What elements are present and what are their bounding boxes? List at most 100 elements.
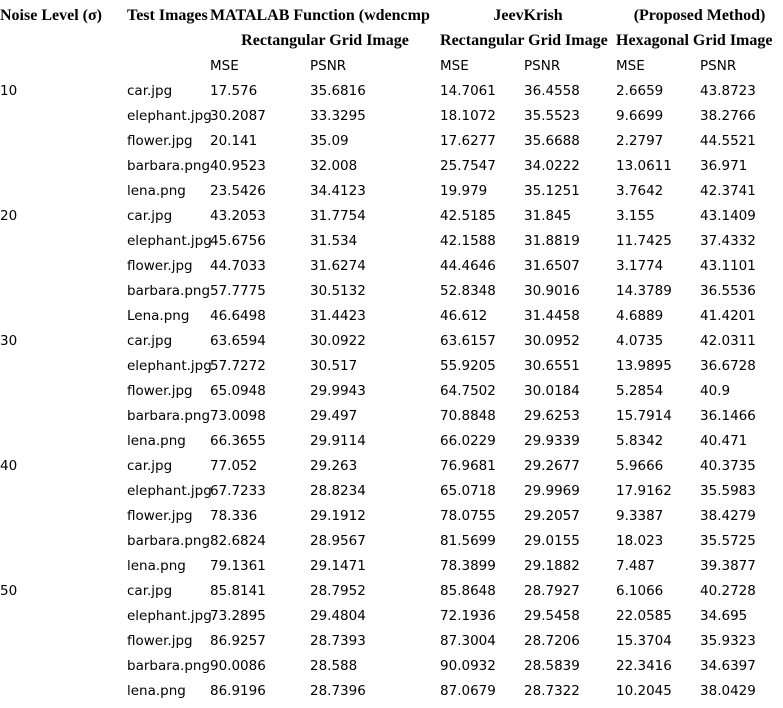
- noise-level-cell: [0, 178, 127, 203]
- test-image-cell: elephant.jpg: [127, 232, 212, 249]
- matlab-psnr-cell: 33.3295: [310, 107, 366, 124]
- test-image-cell: flower.jpg: [127, 132, 193, 149]
- jeevkrish-mse-cell: 19.979: [440, 182, 488, 199]
- table-row: elephant.jpg 67.7233 28.8234 65.0718 29.9969…: [0, 478, 783, 503]
- proposed-mse-cell: 2.2797: [616, 132, 664, 149]
- proposed-mse-cell: 3.155: [616, 207, 655, 224]
- jeevkrish-mse-cell: 42.5185: [440, 207, 496, 224]
- matlab-psnr-cell: 29.1912: [310, 507, 366, 524]
- matlab-psnr-cell: 28.7952: [310, 582, 366, 599]
- matlab-mse-cell: 57.7272: [210, 357, 266, 374]
- proposed-mse-cell: 22.3416: [616, 657, 672, 674]
- proposed-psnr-header: PSNR: [700, 57, 737, 74]
- jeevkrish-mse-cell: 87.0679: [440, 682, 496, 699]
- proposed-grid-header: Hexagonal Grid Image: [616, 31, 773, 49]
- jeevkrish-mse-cell: 81.5699: [440, 532, 496, 549]
- proposed-mse-cell: 13.0611: [616, 157, 672, 174]
- noise-level-cell: [0, 153, 127, 178]
- test-image-cell: Lena.png: [127, 307, 190, 324]
- table-row: flower.jpg 20.141 35.09 17.6277 35.6688 2.279…: [0, 128, 783, 153]
- matlab-psnr-cell: 35.6816: [310, 82, 366, 99]
- matlab-mse-cell: 90.0086: [210, 657, 266, 674]
- noise-level-cell: 20: [0, 207, 18, 224]
- matlab-mse-cell: 66.3655: [210, 432, 266, 449]
- jeevkrish-psnr-cell: 29.9339: [524, 432, 580, 449]
- noise-level-cell: [0, 428, 127, 453]
- empty-cell: [0, 28, 127, 53]
- jeevkrish-mse-cell: 65.0718: [440, 482, 496, 499]
- proposed-mse-cell: 14.3789: [616, 282, 672, 299]
- matlab-psnr-cell: 28.7393: [310, 632, 366, 649]
- proposed-mse-cell: 4.6889: [616, 307, 664, 324]
- matlab-psnr-cell: 29.263: [310, 457, 358, 474]
- table-row: flower.jpg 65.0948 29.9943 64.7502 30.0184 5.…: [0, 378, 783, 403]
- jeevkrish-psnr-cell: 35.5523: [524, 107, 580, 124]
- noise-level-cell: 50: [0, 582, 18, 599]
- jeevkrish-mse-cell: 76.9681: [440, 457, 496, 474]
- table-row: barbara.png 57.7775 30.5132 52.8348 30.9016 1…: [0, 278, 783, 303]
- table-body: 10 car.jpg 17.576 35.6816 14.7061 36.4558 2.66…: [0, 78, 783, 703]
- test-image-cell: flower.jpg: [127, 632, 193, 649]
- jeevkrish-mse-cell: 70.8848: [440, 407, 496, 424]
- matlab-psnr-cell: 29.1471: [310, 557, 366, 574]
- test-image-cell: elephant.jpg: [127, 357, 212, 374]
- proposed-psnr-cell: 43.8723: [700, 82, 756, 99]
- header-row-grid-types: Rectangular Grid Image Rectangular Grid …: [0, 28, 783, 53]
- test-image-cell: car.jpg: [127, 582, 173, 599]
- table-row: flower.jpg 86.9257 28.7393 87.3004 28.7206 15…: [0, 628, 783, 653]
- test-image-cell: car.jpg: [127, 332, 173, 349]
- proposed-mse-cell: 5.8342: [616, 432, 664, 449]
- proposed-psnr-cell: 44.5521: [700, 132, 756, 149]
- jeevkrish-psnr-cell: 29.1882: [524, 557, 580, 574]
- noise-level-cell: 10: [0, 82, 18, 99]
- matlab-mse-cell: 65.0948: [210, 382, 266, 399]
- noise-level-cell: 30: [0, 332, 18, 349]
- matlab-psnr-cell: 29.9943: [310, 382, 366, 399]
- jeevkrish-psnr-cell: 35.1251: [524, 182, 580, 199]
- noise-level-cell: [0, 603, 127, 628]
- test-image-cell: barbara.png: [127, 282, 211, 299]
- matlab-mse-cell: 57.7775: [210, 282, 266, 299]
- table-row: flower.jpg 44.7033 31.6274 44.4646 31.6507 3.…: [0, 253, 783, 278]
- noise-level-cell: [0, 478, 127, 503]
- jeevkrish-mse-cell: 44.4646: [440, 257, 496, 274]
- matlab-mse-cell: 78.336: [210, 507, 258, 524]
- test-image-cell: elephant.jpg: [127, 482, 212, 499]
- jeevkrish-psnr-cell: 31.8819: [524, 232, 580, 249]
- jeevkrish-mse-cell: 46.612: [440, 307, 488, 324]
- proposed-psnr-cell: 43.1409: [700, 207, 756, 224]
- test-image-cell: barbara.png: [127, 157, 211, 174]
- test-image-cell: barbara.png: [127, 657, 211, 674]
- table-row: Lena.png 46.6498 31.4423 46.612 31.4458 4.688…: [0, 303, 783, 328]
- jeevkrish-psnr-cell: 28.5839: [524, 657, 580, 674]
- proposed-psnr-cell: 34.6397: [700, 657, 756, 674]
- test-image-cell: lena.png: [127, 557, 186, 574]
- jeevkrish-psnr-cell: 29.5458: [524, 607, 580, 624]
- header-row-metrics: MSE PSNR MSE PSNR MSE PSNR: [0, 53, 783, 78]
- table-row: barbara.png 73.0098 29.497 70.8848 29.6253 15…: [0, 403, 783, 428]
- jeevkrish-mse-cell: 78.3899: [440, 557, 496, 574]
- matlab-mse-cell: 40.9523: [210, 157, 266, 174]
- table-row: barbara.png 90.0086 28.588 90.0932 28.5839 22…: [0, 653, 783, 678]
- matlab-psnr-cell: 28.9567: [310, 532, 366, 549]
- matlab-mse-cell: 79.1361: [210, 557, 266, 574]
- jeevkrish-psnr-cell: 31.4458: [524, 307, 580, 324]
- jeevkrish-psnr-cell: 29.6253: [524, 407, 580, 424]
- jeevkrish-psnr-cell: 30.0184: [524, 382, 580, 399]
- jeevkrish-psnr-cell: 29.2677: [524, 457, 580, 474]
- jeevkrish-psnr-cell: 28.7206: [524, 632, 580, 649]
- noise-level-cell: [0, 653, 127, 678]
- test-image-cell: elephant.jpg: [127, 607, 212, 624]
- jeevkrish-psnr-cell: 34.0222: [524, 157, 580, 174]
- proposed-psnr-cell: 34.695: [700, 607, 748, 624]
- table-row: lena.png 79.1361 29.1471 78.3899 29.1882 7.48…: [0, 553, 783, 578]
- jeevkrish-mse-cell: 87.3004: [440, 632, 496, 649]
- table-row: 20 car.jpg 43.2053 31.7754 42.5185 31.845 3.15…: [0, 203, 783, 228]
- proposed-psnr-cell: 36.5536: [700, 282, 756, 299]
- table-row: elephant.jpg 73.2895 29.4804 72.1936 29.5458…: [0, 603, 783, 628]
- jeevkrish-psnr-cell: 30.9016: [524, 282, 580, 299]
- jeevkrish-mse-cell: 90.0932: [440, 657, 496, 674]
- table-row: barbara.png 40.9523 32.008 25.7547 34.0222 13…: [0, 153, 783, 178]
- matlab-mse-cell: 17.576: [210, 82, 258, 99]
- noise-level-cell: [0, 303, 127, 328]
